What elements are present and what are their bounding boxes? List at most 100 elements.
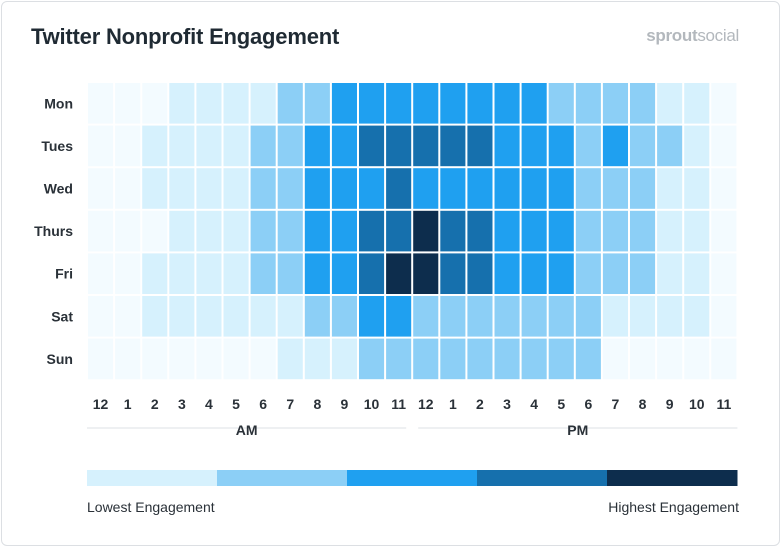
- heatmap-cell: [548, 168, 574, 209]
- heatmap-cell: [169, 83, 195, 124]
- heatmap-cell: [494, 125, 520, 167]
- heatmap-cell: [521, 125, 547, 167]
- heatmap-cell: [711, 338, 737, 380]
- heatmap-cell: [711, 83, 737, 124]
- legend-swatch: [607, 470, 738, 486]
- heatmap-cell: [250, 83, 276, 124]
- heatmap-cell: [223, 338, 249, 380]
- heatmap-cell: [467, 168, 493, 209]
- column-label: 5: [557, 396, 565, 412]
- heatmap-cell: [548, 338, 574, 380]
- heatmap-cell: [142, 253, 168, 294]
- legend-low-label: Lowest Engagement: [87, 499, 215, 515]
- heatmap-cell: [88, 83, 114, 124]
- heatmap-cell: [413, 253, 439, 294]
- heatmap-cell: [386, 125, 412, 167]
- heatmap-cell: [413, 296, 439, 337]
- heatmap-cell: [575, 338, 601, 380]
- column-label: 12: [418, 396, 434, 412]
- heatmap-cell: [630, 253, 656, 294]
- heatmap-cell: [115, 253, 141, 294]
- heatmap-cell: [521, 253, 547, 294]
- heatmap-cell: [657, 83, 683, 124]
- heatmap-cell: [223, 296, 249, 337]
- row-label-fri: Fri: [55, 266, 73, 282]
- heatmap-cell: [467, 253, 493, 294]
- heatmap-cell: [250, 168, 276, 209]
- heatmap-cell: [331, 338, 357, 380]
- heatmap-cell: [684, 253, 710, 294]
- heatmap-cell: [386, 210, 412, 252]
- heatmap-cell: [88, 296, 114, 337]
- heatmap-cell: [304, 168, 330, 209]
- column-label: 2: [151, 396, 159, 412]
- heatmap-cell: [602, 296, 628, 337]
- heatmap-cell: [88, 253, 114, 294]
- heatmap-cell: [169, 210, 195, 252]
- heatmap-cell: [548, 125, 574, 167]
- column-label: 1: [449, 396, 457, 412]
- heatmap-cell: [223, 125, 249, 167]
- heatmap-cell: [440, 210, 466, 252]
- heatmap-cell: [575, 253, 601, 294]
- row-label-mon: Mon: [44, 95, 73, 111]
- heatmap-cell: [467, 296, 493, 337]
- heatmap-cell: [602, 83, 628, 124]
- period-label-am: AM: [236, 422, 258, 438]
- heatmap-cell: [359, 125, 385, 167]
- heatmap-cell: [304, 125, 330, 167]
- column-label: 7: [286, 396, 294, 412]
- heatmap-cell: [711, 168, 737, 209]
- heatmap-cell: [657, 253, 683, 294]
- legend-swatch: [477, 470, 608, 486]
- heatmap-cell: [575, 296, 601, 337]
- heatmap-cell: [359, 83, 385, 124]
- heatmap-cell: [223, 83, 249, 124]
- heatmap-cell: [521, 338, 547, 380]
- heatmap-cell: [359, 338, 385, 380]
- heatmap-cell: [548, 83, 574, 124]
- heatmap-cell: [250, 253, 276, 294]
- legend-swatch: [217, 470, 348, 486]
- heatmap-cell: [196, 253, 222, 294]
- heatmap-cell: [494, 338, 520, 380]
- heatmap-cell: [169, 168, 195, 209]
- heatmap-cell: [602, 338, 628, 380]
- heatmap-cell: [684, 83, 710, 124]
- heatmap-cell: [711, 125, 737, 167]
- heatmap-cell: [277, 253, 303, 294]
- heatmap-cell: [711, 210, 737, 252]
- heatmap-cell: [277, 125, 303, 167]
- heatmap-cell: [223, 253, 249, 294]
- heatmap-cell: [386, 83, 412, 124]
- heatmap-cell: [169, 253, 195, 294]
- column-label: 12: [93, 396, 109, 412]
- heatmap-cell: [277, 338, 303, 380]
- heatmap-cell: [304, 338, 330, 380]
- heatmap-cell: [684, 338, 710, 380]
- heatmap-cell: [494, 83, 520, 124]
- heatmap-cell: [630, 338, 656, 380]
- heatmap-cell: [115, 168, 141, 209]
- column-label: 7: [612, 396, 620, 412]
- heatmap-cell: [223, 210, 249, 252]
- heatmap-cell: [521, 168, 547, 209]
- heatmap-cell: [548, 253, 574, 294]
- heatmap-cell: [602, 210, 628, 252]
- heatmap-cell: [386, 338, 412, 380]
- heatmap-cell: [304, 210, 330, 252]
- heatmap-cell: [196, 338, 222, 380]
- heatmap-cell: [413, 83, 439, 124]
- heatmap-cell: [331, 296, 357, 337]
- heatmap-cell: [386, 296, 412, 337]
- column-label: 9: [341, 396, 349, 412]
- heatmap-cell: [602, 125, 628, 167]
- column-label: 8: [313, 396, 321, 412]
- heatmap-cell: [413, 168, 439, 209]
- heatmap-cell: [657, 296, 683, 337]
- heatmap-cell: [575, 125, 601, 167]
- heatmap-cell: [467, 125, 493, 167]
- heatmap-cell: [630, 83, 656, 124]
- heatmap-cell: [657, 338, 683, 380]
